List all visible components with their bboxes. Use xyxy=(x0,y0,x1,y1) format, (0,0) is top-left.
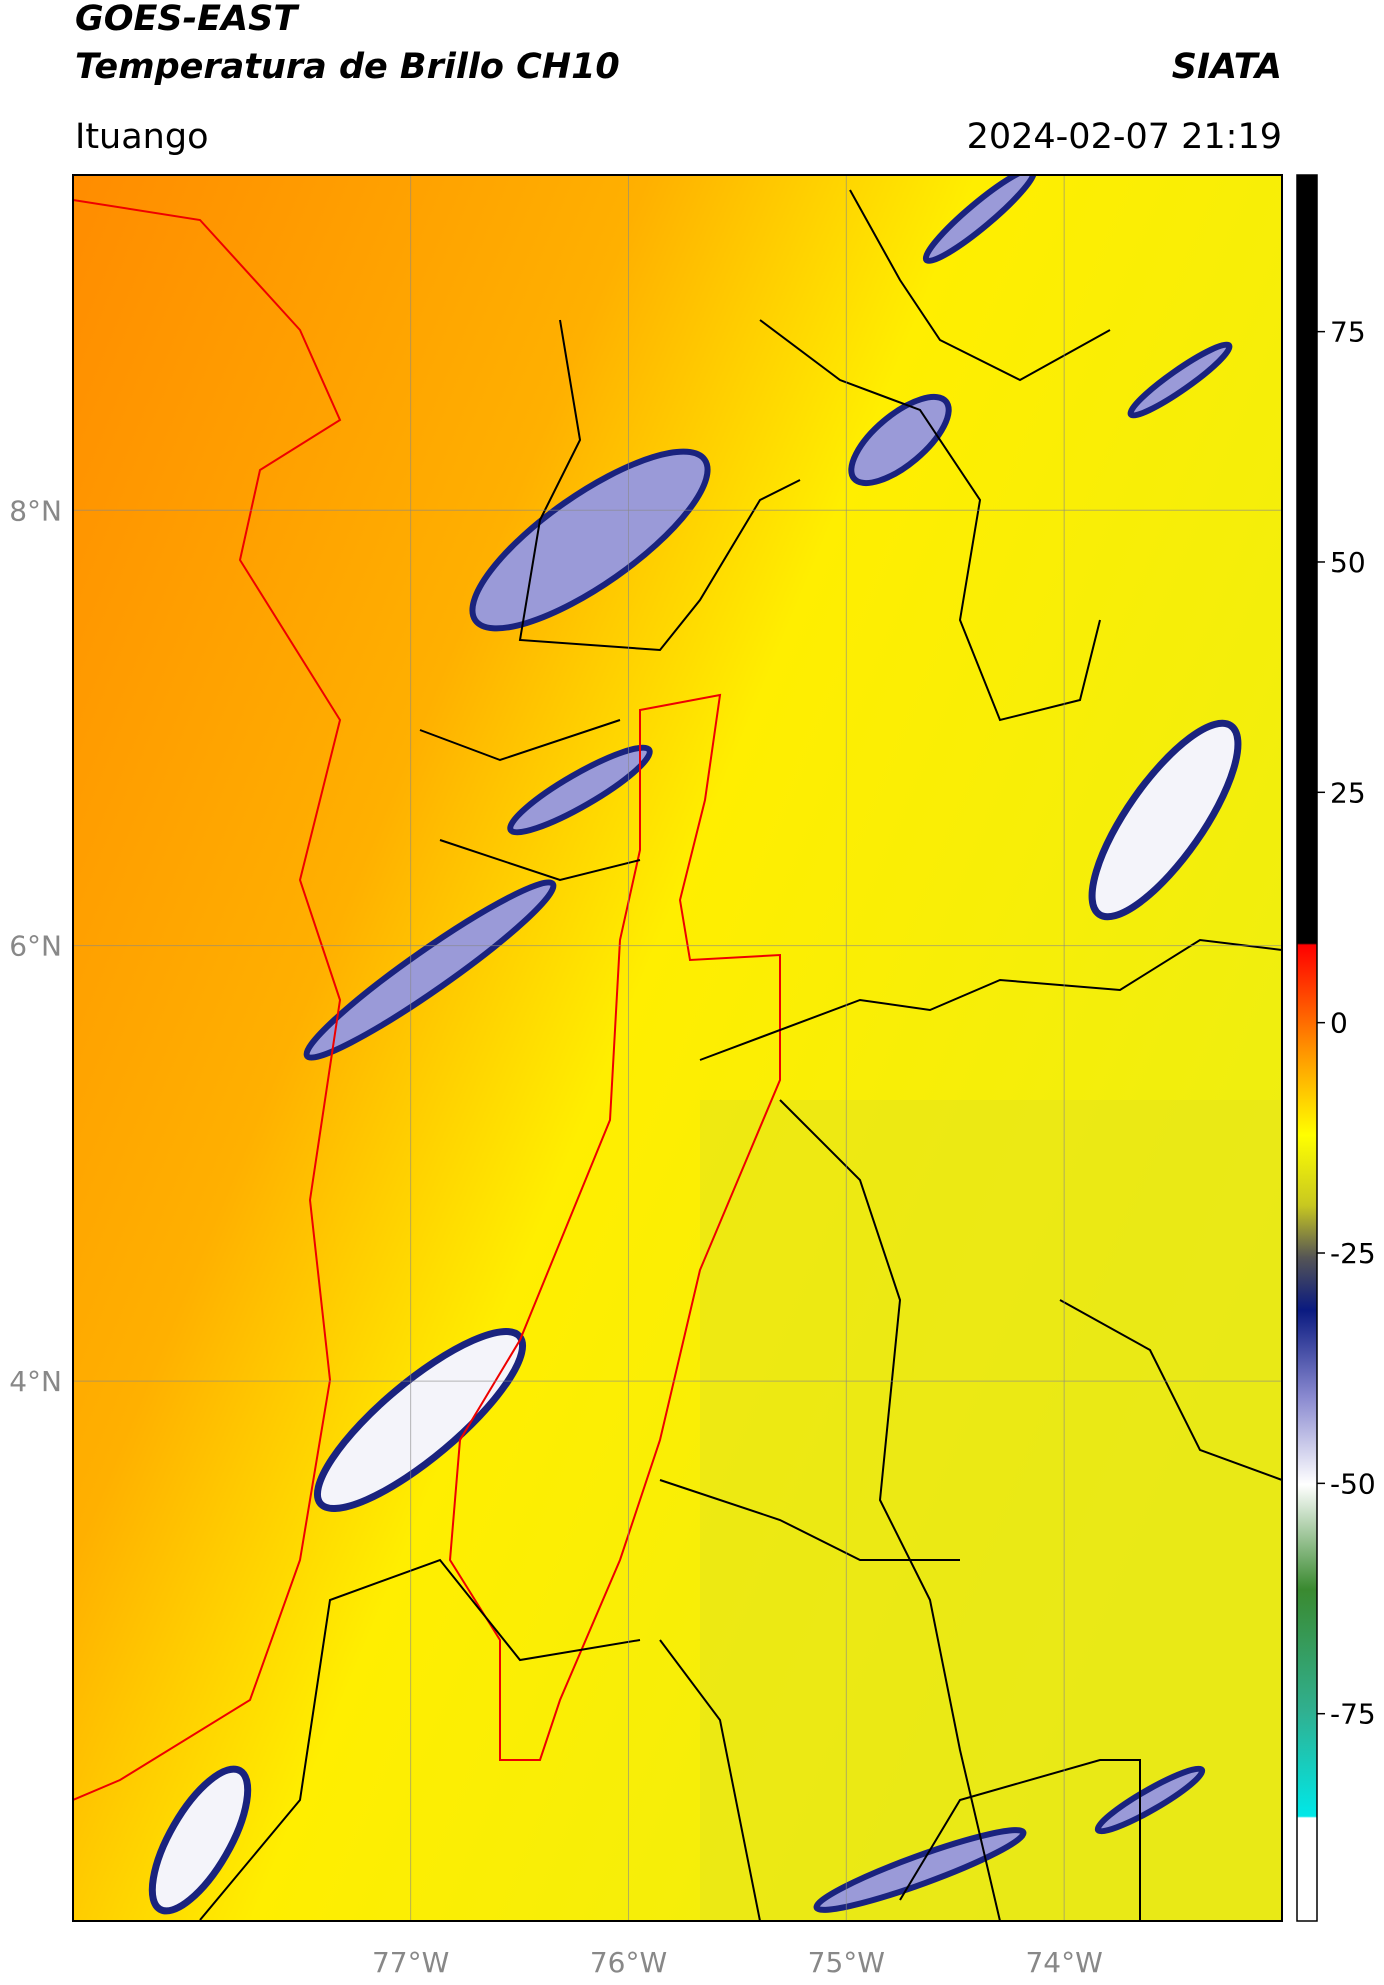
x-tick-label: 74°W xyxy=(1025,1946,1102,1979)
colorbar-tick-label: -75 xyxy=(1330,1698,1376,1731)
y-tick-label: 6°N xyxy=(9,930,62,963)
colorbar-tick-label: 75 xyxy=(1330,316,1366,349)
y-tick-label: 8°N xyxy=(9,494,62,527)
map-frame xyxy=(72,174,1283,1922)
source: SIATA xyxy=(1172,47,1282,87)
colorbar-tick-label: 50 xyxy=(1330,546,1366,579)
x-tick-label: 77°W xyxy=(372,1946,449,1979)
x-tick-label: 75°W xyxy=(808,1946,885,1979)
colorbar-tick-label: -50 xyxy=(1330,1467,1376,1500)
colorbar-tick-label: 0 xyxy=(1330,1007,1348,1040)
map-image xyxy=(73,175,1282,1921)
x-tick-label: 76°W xyxy=(590,1946,667,1979)
subtitle: Temperatura de Brillo CH10 xyxy=(75,47,620,87)
location: Ituango xyxy=(75,117,209,157)
colorbar xyxy=(1296,174,1318,1922)
colorbar-tick-label: -25 xyxy=(1330,1237,1376,1270)
y-tick-label: 4°N xyxy=(9,1365,62,1398)
colorbar-tick-label: 25 xyxy=(1330,776,1366,809)
grid xyxy=(73,175,1282,1921)
title: GOES-EAST xyxy=(75,0,300,39)
datetime: 2024-02-07 21:19 xyxy=(967,117,1282,157)
